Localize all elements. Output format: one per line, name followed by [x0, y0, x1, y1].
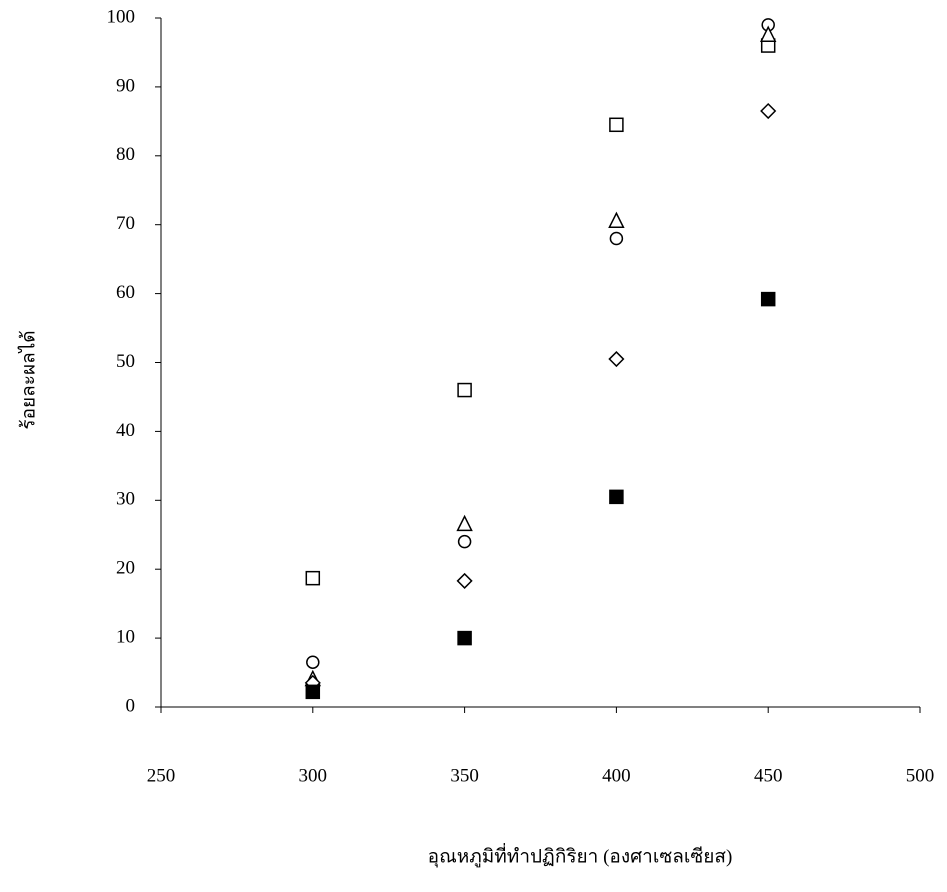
point [609, 213, 623, 227]
point [609, 352, 623, 366]
y-tick-label: 100 [107, 6, 136, 27]
point [458, 384, 471, 397]
point [610, 232, 622, 244]
x-tick-label: 450 [754, 765, 783, 786]
x-tick-label: 400 [602, 765, 631, 786]
point [458, 574, 472, 588]
y-tick-label: 10 [116, 626, 135, 647]
point [306, 685, 319, 698]
point [306, 572, 319, 585]
point [610, 118, 623, 131]
y-tick-label: 0 [126, 695, 136, 716]
point [761, 104, 775, 118]
y-tick-label: 60 [116, 282, 135, 303]
x-tick-label: 250 [147, 765, 176, 786]
x-axis-label: อุณหภูมิที่ทำปฏิกิริยา (องศาเซลเซียส) [428, 842, 733, 868]
x-tick-label: 300 [299, 765, 328, 786]
point [610, 490, 623, 503]
point [762, 293, 775, 306]
y-tick-label: 50 [116, 351, 135, 372]
point [458, 516, 472, 530]
y-tick-label: 40 [116, 420, 135, 441]
point [459, 536, 471, 548]
point [458, 632, 471, 645]
y-tick-label: 90 [116, 75, 135, 96]
x-tick-label: 500 [906, 765, 935, 786]
point [307, 656, 319, 668]
y-tick-label: 30 [116, 489, 135, 510]
y-tick-label: 20 [116, 558, 135, 579]
y-tick-label: 80 [116, 144, 135, 165]
chart: ร้อยละผลได้ อุณหภูมิที่ทำปฏิกิริยา (องศา… [0, 0, 947, 887]
y-axis-label: ร้อยละผลได้ [17, 330, 39, 429]
y-tick-label: 70 [116, 213, 135, 234]
x-tick-label: 350 [450, 765, 479, 786]
